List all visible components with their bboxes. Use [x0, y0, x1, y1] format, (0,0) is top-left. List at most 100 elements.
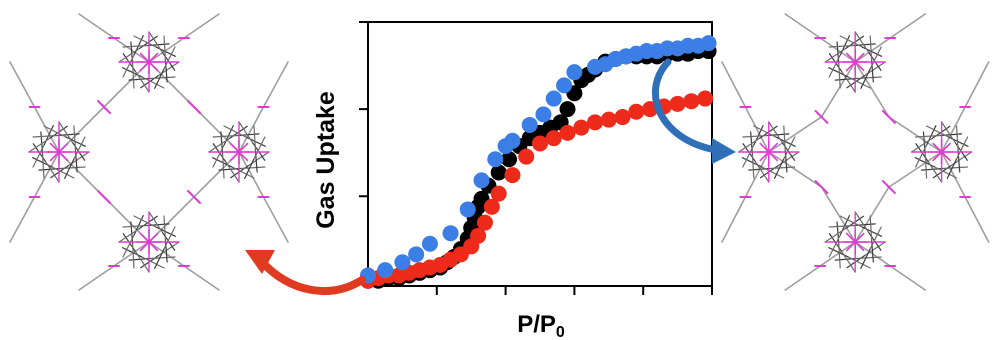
cluster-strut	[773, 158, 785, 179]
linker-strut	[767, 151, 823, 188]
cluster-node-bond	[229, 151, 240, 162]
isotherm-chart: Gas Uptake P/P0	[312, 21, 717, 340]
cluster-strut	[869, 35, 873, 62]
cluster-strut	[231, 166, 255, 179]
cluster-strut	[742, 134, 769, 138]
cluster-strut	[122, 54, 135, 78]
data-point-s0-18	[501, 151, 518, 168]
cluster-strut	[839, 215, 864, 228]
cluster-strut	[28, 137, 51, 153]
cluster-strut	[860, 68, 871, 89]
axis-ticks	[359, 21, 713, 295]
cluster-strut	[869, 215, 873, 242]
cluster-node-bond	[148, 61, 159, 72]
cluster-strut	[122, 234, 135, 258]
metal-cluster-2	[910, 121, 973, 183]
linker-node	[97, 100, 111, 114]
cluster-strut	[41, 152, 45, 179]
cluster-node-bond	[49, 142, 60, 153]
data-point-s1-19	[559, 124, 576, 141]
cluster-strut	[149, 76, 176, 80]
cluster-strut	[134, 250, 150, 273]
framework-structure-right	[721, 13, 990, 291]
arrows	[245, 58, 736, 295]
x-axis-title-subscript: 0	[556, 324, 565, 340]
cluster-strut	[924, 152, 928, 179]
data-point-s1-24	[628, 103, 645, 120]
data-point-s2-5	[442, 225, 459, 242]
cluster-strut	[927, 160, 943, 183]
cluster-strut	[154, 68, 165, 89]
cluster-strut	[840, 250, 856, 273]
data-point-s1-22	[600, 111, 617, 128]
data-point-s1-13	[483, 198, 500, 215]
data-point-s0-24	[559, 101, 576, 118]
cluster-strut	[134, 70, 150, 93]
cluster-node-bond	[58, 142, 69, 153]
linker-node	[97, 190, 111, 204]
metal-cluster-3	[824, 211, 886, 273]
cluster-strut	[869, 46, 882, 70]
cluster-node-bond	[238, 142, 249, 153]
cluster-strut	[148, 211, 164, 234]
cluster-node-bond	[940, 151, 951, 162]
data-point-s1-18	[545, 130, 562, 147]
data-point-s1-21	[587, 114, 604, 131]
linker-node	[187, 190, 201, 204]
cluster-strut	[840, 70, 856, 93]
linker-node	[881, 109, 896, 124]
data-point-s1-20	[573, 119, 590, 136]
cluster-node-bond	[932, 142, 943, 153]
metal-cluster-1	[28, 121, 90, 183]
cluster-node-bond	[229, 142, 240, 153]
cluster-strut	[73, 136, 86, 160]
data-point-s1-27	[669, 95, 686, 112]
arrowhead-icon	[245, 250, 275, 274]
cluster-node-bond	[139, 52, 150, 63]
data-point-s2-11	[521, 116, 538, 133]
cluster-node-bond	[845, 241, 857, 252]
cluster-strut	[847, 76, 871, 89]
cluster-strut	[910, 137, 934, 153]
cluster-strut	[239, 166, 266, 170]
cluster-strut	[869, 226, 882, 250]
linker-strut	[854, 186, 890, 243]
cluster-strut	[915, 144, 928, 168]
cluster-strut	[860, 248, 871, 269]
cluster-strut	[59, 166, 86, 170]
cluster-strut	[839, 35, 864, 48]
cluster-strut	[915, 134, 942, 138]
cluster-strut	[141, 76, 165, 89]
cluster-strut	[133, 215, 157, 228]
cluster-strut	[163, 35, 167, 62]
cluster-strut	[946, 158, 957, 179]
cluster-strut	[163, 215, 167, 242]
cluster-strut	[51, 166, 75, 179]
cluster-node-bond	[854, 52, 865, 63]
linker-node	[187, 100, 201, 114]
arrowhead-icon-blue	[712, 138, 736, 164]
cluster-strut	[32, 144, 45, 168]
data-point-s0-17	[490, 164, 507, 181]
cluster-strut	[933, 166, 958, 179]
cluster-strut	[769, 166, 796, 170]
cluster-strut	[925, 125, 950, 138]
cluster-node-bond	[139, 241, 150, 252]
cluster-strut	[854, 31, 870, 54]
cluster-strut	[238, 121, 254, 144]
cluster-strut	[855, 76, 882, 80]
cluster-strut	[828, 224, 855, 228]
data-point-s2-8	[487, 151, 504, 168]
cluster-strut	[224, 160, 240, 183]
cluster-strut	[133, 35, 157, 48]
metal-cluster-3	[118, 211, 180, 273]
linker-strut	[888, 151, 943, 188]
data-point-s2-4	[421, 235, 438, 252]
data-point-s1-11	[470, 227, 487, 244]
cluster-strut	[955, 136, 969, 160]
cluster-strut	[43, 125, 67, 138]
cluster-strut	[141, 256, 165, 269]
data-point-s1-16	[518, 148, 535, 165]
cluster-strut	[118, 227, 141, 243]
